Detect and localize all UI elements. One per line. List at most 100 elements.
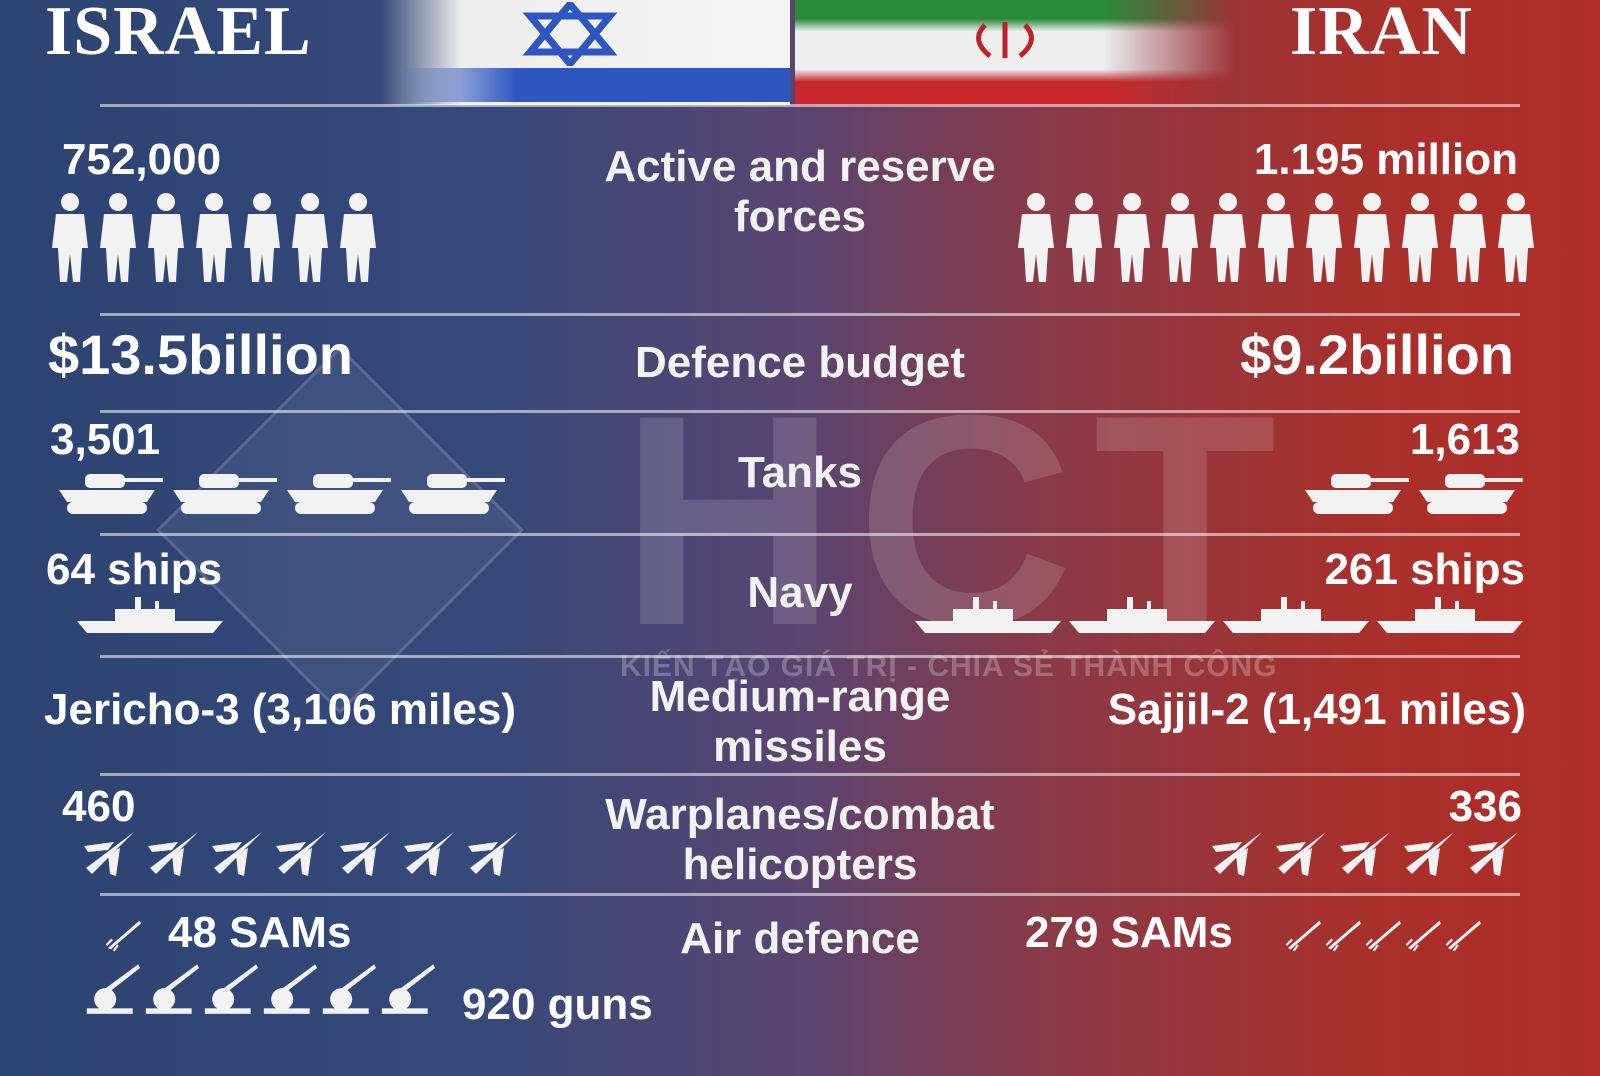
- soldier-icon: [1066, 193, 1102, 282]
- divider: [100, 104, 1520, 107]
- soldier-icon: [52, 193, 88, 282]
- jet-icon: [1404, 832, 1454, 876]
- gun-icon: [381, 964, 435, 1014]
- iran-budget: $9.2billion: [1240, 323, 1514, 386]
- iran-title: IRAN: [1290, 0, 1473, 70]
- label-tanks: Tanks: [738, 448, 862, 497]
- jet-icon: [84, 832, 134, 876]
- ship-icon: [1069, 597, 1215, 633]
- label-budget: Defence budget: [634, 338, 966, 387]
- gun-icon: [263, 964, 317, 1014]
- ship-icon: [1377, 597, 1523, 633]
- ship-icon: [77, 597, 223, 633]
- tank-icon: [1305, 474, 1409, 514]
- israel-guns: 920 guns: [462, 980, 653, 1029]
- soldier-icon: [292, 193, 328, 282]
- tank-icon: [173, 474, 277, 514]
- label-forces: Active and reserve forces: [604, 142, 996, 241]
- divider: [100, 313, 1520, 316]
- israel-gun-icons: [85, 960, 435, 1020]
- soldier-icon: [1114, 193, 1150, 282]
- israel-missile: Jericho-3 (3,106 miles): [44, 685, 517, 734]
- divider: [100, 655, 1520, 658]
- israel-sams: 48 SAMs: [168, 908, 352, 957]
- iran-tank-icons: [1301, 468, 1525, 518]
- jet-icon: [404, 832, 454, 876]
- israel-tank-icons: [55, 468, 507, 518]
- jet-icon: [212, 832, 262, 876]
- gun-icon: [86, 964, 140, 1014]
- soldier-icon: [100, 193, 136, 282]
- gun-icon: [322, 964, 376, 1014]
- soldier-icon: [1498, 193, 1534, 282]
- israel-jet-icons: [78, 828, 522, 878]
- soldier-icon: [1306, 193, 1342, 282]
- soldier-icon: [1258, 193, 1294, 282]
- iran-tanks: 1,613: [1409, 415, 1520, 464]
- iran-flag: [795, 0, 1235, 105]
- israel-navy: 64 ships: [46, 545, 223, 594]
- soldier-icon: [148, 193, 184, 282]
- israel-ship-icons: [75, 595, 225, 635]
- divider: [100, 893, 1520, 896]
- soldier-icon: [340, 193, 376, 282]
- sam-icon: [1325, 920, 1361, 952]
- ship-icon: [915, 597, 1061, 633]
- sam-icon: [1405, 920, 1441, 952]
- jet-icon: [1468, 832, 1518, 876]
- jet-icon: [1276, 832, 1326, 876]
- tank-icon: [1419, 474, 1523, 514]
- israel-soldier-icons: [48, 190, 380, 282]
- gun-icon: [145, 964, 199, 1014]
- iran-ship-icons: [913, 595, 1525, 635]
- israel-title: ISRAEL: [45, 0, 312, 70]
- jet-icon: [1340, 832, 1390, 876]
- tank-icon: [59, 474, 163, 514]
- soldier-icon: [1450, 193, 1486, 282]
- divider: [100, 773, 1520, 776]
- iran-missile: Sajjil-2 (1,491 miles): [1107, 685, 1526, 734]
- sam-icon: [1445, 920, 1481, 952]
- iran-sam-icons: [1285, 915, 1481, 955]
- sam-icon: [105, 920, 141, 952]
- soldier-icon: [1162, 193, 1198, 282]
- iran-warplanes: 336: [1448, 782, 1522, 831]
- iran-jet-icons: [1206, 828, 1522, 878]
- divider: [100, 533, 1520, 536]
- jet-icon: [276, 832, 326, 876]
- sam-icon: [1365, 920, 1401, 952]
- label-air-defence: Air defence: [680, 914, 920, 963]
- divider: [100, 410, 1520, 413]
- star-of-david-icon: [522, 2, 618, 66]
- iran-sams: 279 SAMs: [1025, 908, 1233, 957]
- sam-icon: [1285, 920, 1321, 952]
- soldier-icon: [1402, 193, 1438, 282]
- watermark-logo: HCT: [620, 352, 1297, 688]
- soldier-icon: [244, 193, 280, 282]
- label-navy: Navy: [747, 568, 853, 617]
- iran-emblem-icon: [976, 22, 1034, 58]
- label-missiles: Medium-range missiles: [649, 672, 951, 771]
- israel-forces: 752,000: [62, 135, 222, 184]
- watermark-diamond: [156, 346, 524, 714]
- jet-icon: [148, 832, 198, 876]
- israel-sam-icons: [105, 915, 141, 955]
- israel-budget: $13.5billion: [48, 323, 353, 386]
- jet-icon: [1212, 832, 1262, 876]
- tank-icon: [287, 474, 391, 514]
- jet-icon: [468, 832, 518, 876]
- iran-soldier-icons: [1014, 190, 1538, 282]
- ship-icon: [1223, 597, 1369, 633]
- iran-navy: 261 ships: [1324, 545, 1525, 594]
- tank-icon: [401, 474, 505, 514]
- gun-icon: [204, 964, 258, 1014]
- jet-icon: [340, 832, 390, 876]
- israel-tanks: 3,501: [50, 415, 161, 464]
- israel-warplanes: 460: [62, 782, 136, 831]
- watermark-tagline: KIẾN TẠO GIÁ TRỊ - CHIA SẺ THÀNH CÔNG: [620, 650, 1278, 683]
- iran-forces: 1.195 million: [1253, 135, 1518, 184]
- israel-flag: [380, 0, 790, 105]
- soldier-icon: [1018, 193, 1054, 282]
- soldier-icon: [196, 193, 232, 282]
- soldier-icon: [1354, 193, 1390, 282]
